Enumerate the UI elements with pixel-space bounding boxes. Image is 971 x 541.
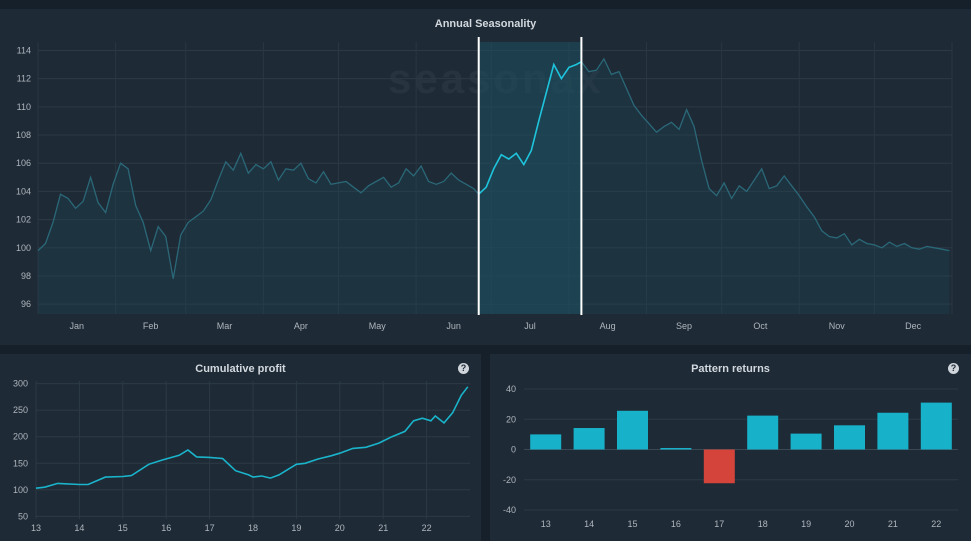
y-tick-label: -20 — [503, 475, 516, 485]
month-label: Sep — [676, 321, 692, 331]
y-tick-label: 20 — [506, 414, 516, 424]
y-tick-label: 106 — [16, 158, 31, 168]
x-tick-label: 16 — [161, 523, 171, 533]
x-tick-label: 20 — [844, 519, 854, 529]
return-bar — [877, 412, 909, 450]
y-tick-label: 96 — [21, 299, 31, 309]
cumulative-profit-line — [35, 386, 469, 489]
month-label: Jul — [524, 321, 536, 331]
y-tick-label: 50 — [18, 511, 28, 521]
y-tick-label: 300 — [13, 379, 28, 389]
return-bar — [703, 449, 735, 484]
x-tick-label: 17 — [714, 519, 724, 529]
y-tick-label: 40 — [506, 384, 516, 394]
x-tick-label: 18 — [248, 523, 258, 533]
y-tick-label: 150 — [13, 458, 28, 468]
pattern-returns-chart[interactable]: 40 20 0 -20 -40 13 14 15 16 17 18 19 20 21 22 — [490, 354, 971, 541]
x-tick-label: 13 — [541, 519, 551, 529]
x-tick-label: 22 — [931, 519, 941, 529]
highlighted-line — [478, 61, 582, 195]
pattern-returns-title: Pattern returns — [691, 363, 770, 375]
month-label: Aug — [600, 321, 616, 331]
y-tick-label: 114 — [17, 45, 31, 55]
y-tick-label: 250 — [13, 405, 28, 415]
month-label: Jan — [70, 321, 85, 331]
return-bar — [834, 425, 865, 450]
seasonality-chart[interactable]: 96 98 100 102 104 106 108 110 112 114 Jan Feb Mar Apr… — [0, 9, 971, 345]
x-tick-label: 20 — [335, 523, 345, 533]
y-tick-label: 112 — [17, 74, 31, 84]
y-tick-label: 104 — [16, 186, 31, 196]
x-tick-label: 19 — [291, 523, 301, 533]
y-tick-label: -40 — [503, 505, 516, 515]
return-bar — [920, 402, 952, 450]
x-tick-label: 13 — [31, 523, 41, 533]
cumulative-profit-chart[interactable]: 50 100 150 200 250 300 13 14 15 16 17 18 19 20 21 22 — [0, 354, 481, 541]
x-tick-label: 19 — [801, 519, 811, 529]
y-tick-label: 98 — [21, 271, 31, 281]
month-label: Feb — [143, 321, 159, 331]
x-tick-label: 21 — [378, 523, 388, 533]
x-tick-label: 21 — [888, 519, 898, 529]
y-tick-label: 100 — [13, 485, 28, 495]
highlight-region — [478, 42, 582, 314]
return-bar — [747, 415, 779, 450]
return-bar — [530, 434, 562, 450]
y-tick-label: 200 — [13, 432, 28, 442]
month-label: Jun — [446, 321, 461, 331]
x-tick-label: 14 — [584, 519, 594, 529]
x-tick-label: 15 — [627, 519, 637, 529]
month-label: Nov — [829, 321, 846, 331]
y-tick-label: 100 — [16, 243, 31, 253]
month-label: Apr — [294, 321, 308, 331]
cumulative-profit-title: Cumulative profit — [195, 363, 286, 375]
month-label: Dec — [905, 321, 922, 331]
cumulative-profit-panel: Cumulative profit ? 50 100 150 200 250 300 13 1… — [0, 354, 481, 541]
x-tick-label: 15 — [118, 523, 128, 533]
help-icon[interactable]: ? — [948, 363, 959, 374]
y-tick-label: 108 — [16, 130, 31, 140]
return-bar — [660, 447, 692, 450]
month-label: Mar — [217, 321, 233, 331]
x-tick-label: 14 — [74, 523, 84, 533]
y-tick-label: 110 — [17, 102, 31, 112]
return-bar — [790, 433, 822, 450]
month-label: Oct — [753, 321, 768, 331]
return-bar — [617, 410, 648, 450]
help-icon[interactable]: ? — [458, 363, 469, 374]
seasonality-title: Annual Seasonality — [434, 18, 537, 30]
x-tick-label: 18 — [758, 519, 768, 529]
month-label: May — [369, 321, 387, 331]
x-tick-label: 17 — [205, 523, 215, 533]
x-tick-label: 16 — [671, 519, 681, 529]
seasonality-panel: Annual Seasonality seasonax 969810010210… — [0, 9, 971, 345]
pattern-returns-panel: Pattern returns ? 40 20 0 -20 -40 13 14 15 16 17 1… — [490, 354, 971, 541]
y-tick-label: 0 — [511, 445, 516, 455]
x-tick-label: 22 — [422, 523, 432, 533]
y-tick-label: 102 — [16, 215, 31, 225]
return-bar — [573, 428, 605, 450]
